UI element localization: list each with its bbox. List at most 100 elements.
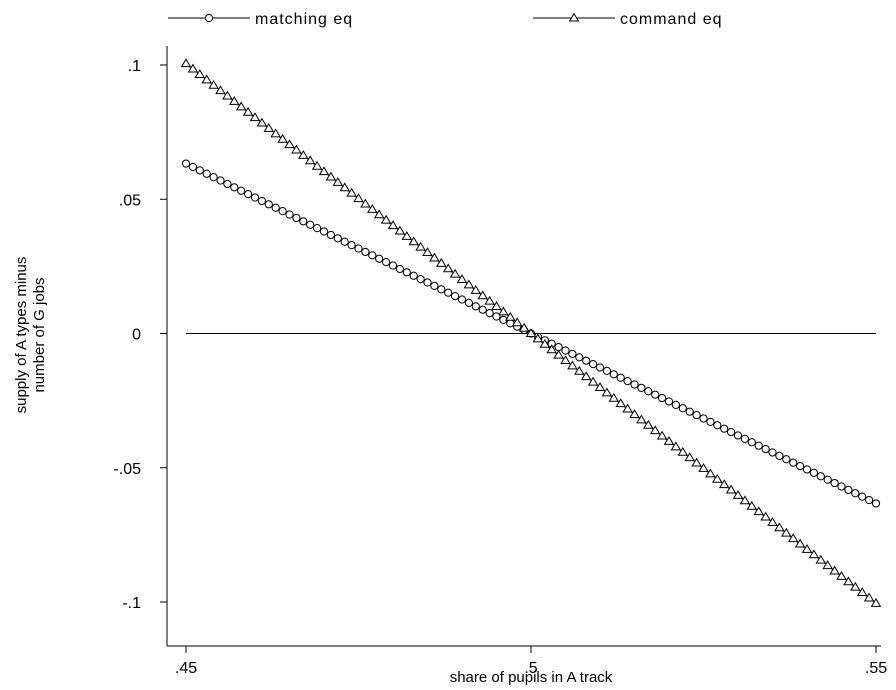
data-point — [595, 363, 605, 372]
data-point — [194, 69, 206, 78]
data-point — [333, 234, 342, 243]
data-point — [816, 472, 825, 481]
data-point — [768, 448, 777, 457]
data-point — [754, 441, 763, 450]
legend-marker-matching-eq — [204, 13, 214, 23]
data-point — [464, 298, 473, 308]
data-point — [444, 288, 453, 297]
data-point — [311, 160, 323, 170]
data-point — [388, 261, 398, 270]
data-point — [423, 278, 432, 287]
data-point — [202, 169, 211, 178]
data-point — [720, 424, 729, 433]
data-point — [561, 346, 570, 355]
data-point — [775, 451, 784, 460]
data-point — [705, 468, 716, 478]
data-point — [229, 96, 240, 105]
data-point — [354, 244, 363, 253]
data-point — [492, 312, 501, 321]
data-point — [442, 263, 454, 273]
data-point — [739, 495, 751, 505]
data-point — [733, 431, 743, 440]
data-point — [292, 213, 301, 223]
data-point — [636, 414, 647, 424]
data-point — [449, 268, 461, 278]
data-point — [575, 353, 584, 362]
data-point — [339, 182, 350, 192]
data-point — [658, 393, 667, 403]
data-point — [870, 597, 882, 607]
data-point — [637, 383, 646, 392]
data-point — [843, 576, 854, 586]
data-point — [787, 533, 799, 543]
data-point — [409, 271, 418, 280]
data-point — [608, 392, 620, 402]
data-point — [263, 123, 275, 132]
data-point — [601, 387, 613, 397]
data-point — [402, 268, 411, 277]
data-point — [237, 186, 246, 195]
data-point — [539, 338, 551, 348]
data-point — [865, 495, 874, 505]
data-point — [740, 434, 750, 443]
data-point — [546, 344, 557, 354]
data-point — [230, 183, 239, 192]
y-tick-label: .1 — [128, 58, 141, 75]
data-point — [347, 241, 356, 250]
data-point — [201, 74, 212, 84]
data-point — [361, 247, 370, 257]
data-point — [313, 224, 322, 233]
data-point — [270, 128, 281, 138]
data-point — [774, 522, 785, 532]
data-point — [256, 117, 268, 127]
data-point — [181, 159, 191, 168]
data-point — [629, 409, 640, 418]
data-point — [498, 306, 509, 316]
data-point — [505, 311, 516, 321]
data-point — [802, 465, 812, 474]
y-axis-title-line-1: supply of A types minus — [13, 257, 30, 414]
data-point — [594, 382, 606, 391]
data-point — [858, 492, 867, 501]
y-tick-label: -.05 — [113, 461, 141, 478]
data-point — [187, 63, 199, 73]
data-point — [415, 241, 426, 251]
data-point — [319, 227, 329, 236]
y-tick-label: .05 — [119, 192, 141, 209]
data-point — [299, 217, 308, 226]
data-point — [851, 489, 860, 498]
data-point — [375, 254, 384, 263]
data-point — [235, 101, 247, 111]
data-point — [663, 436, 675, 445]
series-group — [180, 58, 882, 607]
data-point — [691, 457, 702, 467]
data-point — [360, 198, 371, 208]
data-point — [830, 478, 839, 488]
data-point — [616, 373, 625, 382]
data-point — [346, 187, 357, 197]
data-point — [760, 511, 771, 521]
data-point — [718, 479, 730, 489]
data-point — [656, 430, 668, 440]
data-point — [463, 279, 475, 289]
data-point — [856, 587, 868, 597]
data-point — [382, 258, 391, 267]
data-point — [767, 517, 778, 526]
data-point — [470, 284, 482, 294]
data-point — [325, 171, 337, 181]
data-point — [553, 349, 564, 359]
data-point — [340, 237, 349, 246]
data-point — [285, 210, 294, 219]
data-point — [518, 322, 530, 332]
data-point — [216, 176, 225, 185]
data-point — [471, 302, 480, 311]
data-point — [437, 285, 446, 294]
data-point — [808, 549, 820, 559]
data-point — [567, 360, 578, 370]
data-point — [277, 133, 288, 143]
data-point — [789, 458, 798, 467]
data-point — [747, 438, 756, 447]
data-point — [408, 236, 419, 246]
data-point — [278, 207, 287, 216]
